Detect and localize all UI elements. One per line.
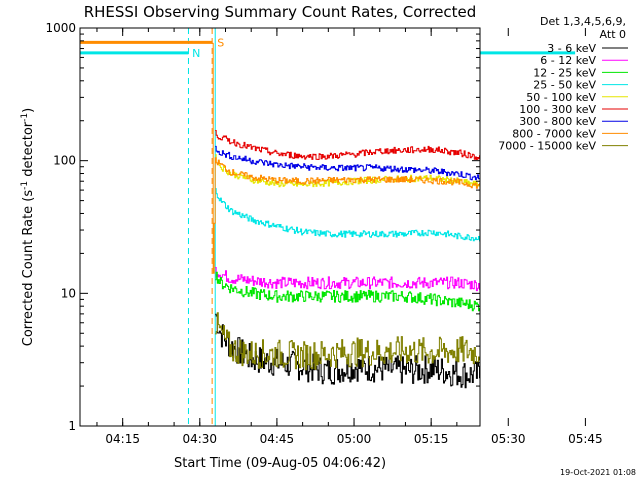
y-axis: 1 10 100 1000 bbox=[45, 21, 480, 433]
attenuator-flags: NS bbox=[80, 36, 576, 60]
series-line-3-6-kev bbox=[215, 313, 480, 389]
series-lines bbox=[212, 42, 480, 389]
x-tick-label: 04:15 bbox=[105, 432, 140, 446]
legend-label-3-6-kev: 3 - 6 keV bbox=[547, 42, 596, 55]
plot-frame bbox=[79, 27, 481, 427]
legend-label-25-50-kev: 25 - 50 keV bbox=[533, 79, 596, 92]
series-line-25-50-kev bbox=[215, 188, 480, 242]
series-line-7000-15000-kev bbox=[215, 312, 480, 371]
x-tick-label: 05:30 bbox=[491, 432, 526, 446]
time-markers bbox=[187, 28, 216, 426]
y-tick-label: 1 bbox=[68, 419, 76, 433]
x-axis: 04:15 04:30 04:45 05:00 05:15 05:30 05:45 bbox=[96, 28, 603, 446]
series-line-800-7000-kev bbox=[212, 42, 480, 274]
x-tick-label: 05:00 bbox=[337, 432, 372, 446]
x-tick-label: 04:45 bbox=[260, 432, 295, 446]
series-line-6-12-kev bbox=[215, 267, 480, 292]
legend-label-50-100-kev: 50 - 100 keV bbox=[526, 91, 596, 104]
legend-label-6-12-kev: 6 - 12 keV bbox=[540, 54, 596, 67]
x-tick-label: 05:15 bbox=[414, 432, 449, 446]
y-axis-label: Corrected Count Rate (s-1 detector-1) bbox=[20, 108, 36, 346]
x-axis-label: Start Time (09-Aug-05 04:06:42) bbox=[174, 456, 386, 471]
series-line-100-300-kev bbox=[215, 130, 480, 160]
y-tick-label: 100 bbox=[53, 154, 76, 168]
legend-label-300-800-kev: 300 - 800 keV bbox=[519, 115, 596, 128]
y-tick-label: 1000 bbox=[45, 21, 76, 35]
x-tick-label: 04:30 bbox=[182, 432, 217, 446]
legend-label-7000-15000-kev: 7000 - 15000 keV bbox=[498, 140, 596, 153]
chart-title: RHESSI Observing Summary Count Rates, Co… bbox=[84, 3, 477, 21]
legend-label-800-7000-kev: 800 - 7000 keV bbox=[512, 127, 596, 140]
legend-detectors: Det 1,3,4,5,6,9, bbox=[540, 15, 626, 28]
y-tick-label: 10 bbox=[61, 286, 76, 300]
x-tick-label: 05:45 bbox=[568, 432, 603, 446]
series-line-300-800-kev bbox=[215, 145, 480, 181]
flag-label-s: S bbox=[217, 36, 224, 49]
legend-attenuator: Att 0 bbox=[600, 28, 626, 41]
legend-label-100-300-kev: 100 - 300 keV bbox=[519, 103, 596, 116]
timestamp: 19-Oct-2021 01:08 bbox=[560, 468, 636, 477]
series-line-12-25-kev bbox=[215, 271, 480, 312]
flag-label-n: N bbox=[192, 47, 200, 60]
legend-label-12-25-kev: 12 - 25 keV bbox=[533, 66, 596, 79]
